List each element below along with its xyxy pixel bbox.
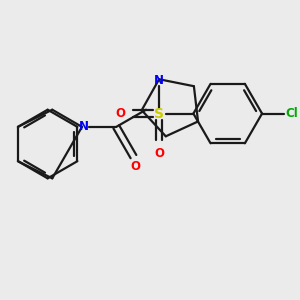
Text: Cl: Cl xyxy=(285,107,298,120)
Text: N: N xyxy=(79,120,88,134)
Text: O: O xyxy=(116,107,126,120)
Text: S: S xyxy=(154,106,164,121)
Text: N: N xyxy=(154,74,164,87)
Text: O: O xyxy=(130,160,140,173)
Text: O: O xyxy=(154,147,164,160)
